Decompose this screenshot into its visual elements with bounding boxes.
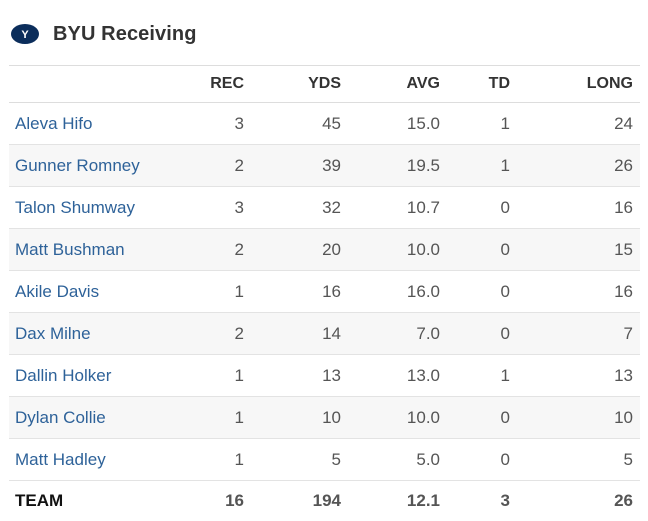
section-header: Y BYU Receiving: [10, 18, 197, 50]
player-td: 0: [440, 312, 510, 355]
table-row: Matt Hadley 1 5 5.0 0 5: [9, 438, 640, 481]
player-yds: 10: [246, 396, 341, 439]
player-rec: 2: [172, 144, 246, 187]
player-long: 5: [510, 438, 640, 481]
player-long: 13: [510, 354, 640, 397]
player-name[interactable]: Dax Milne: [9, 312, 172, 355]
receiving-table: REC YDS AVG TD LONG Aleva Hifo 3 45 15.0 1 24…: [9, 65, 640, 521]
player-name[interactable]: Gunner Romney: [9, 144, 172, 187]
table-row: Dylan Collie 1 10 10.0 0 10: [9, 396, 640, 439]
section-title: BYU Receiving: [53, 22, 197, 45]
player-avg: 15.0: [406, 113, 440, 133]
player-td: 0: [440, 186, 510, 229]
player-td: 1: [440, 144, 510, 187]
team-total-row: TEAM 16 194 12.1 3 26: [9, 480, 640, 521]
player-name[interactable]: Dylan Collie: [9, 396, 172, 439]
table-row: Dax Milne 2 14 7.0 0 7: [9, 312, 640, 355]
table-row: Gunner Romney 2 39 19.5 1 26: [9, 144, 640, 187]
player-name[interactable]: Talon Shumway: [9, 186, 172, 229]
player-name[interactable]: Dallin Holker: [9, 354, 172, 397]
table-header-row: REC YDS AVG TD LONG: [9, 65, 640, 103]
player-yds: 13: [246, 354, 341, 397]
col-header-long[interactable]: LONG: [510, 65, 640, 103]
svg-text:Y: Y: [21, 29, 29, 41]
player-name[interactable]: Matt Bushman: [9, 228, 172, 271]
player-long: 24: [614, 113, 633, 133]
player-rec: 2: [172, 312, 246, 355]
player-long: 26: [510, 144, 640, 187]
player-avg: 16.0: [341, 270, 440, 313]
player-yds: 16: [246, 270, 341, 313]
col-header-player: [9, 65, 172, 103]
player-yds: 5: [246, 438, 341, 481]
player-yds: 45: [322, 113, 341, 133]
player-td: 1: [440, 354, 510, 397]
player-avg: 7.0: [341, 312, 440, 355]
team-td: 3: [440, 480, 510, 521]
team-rec: 16: [172, 480, 246, 521]
col-header-rec[interactable]: REC: [172, 65, 246, 103]
col-header-yds[interactable]: YDS: [246, 65, 341, 103]
table-row: Aleva Hifo 3 45 15.0 1 24: [9, 103, 640, 145]
table-row: Akile Davis 1 16 16.0 0 16: [9, 270, 640, 313]
player-rec: 1: [172, 396, 246, 439]
team-yds: 194: [246, 480, 341, 521]
player-rec: 3: [172, 186, 246, 229]
player-yds: 14: [246, 312, 341, 355]
player-name[interactable]: Aleva Hifo: [15, 113, 93, 133]
player-long: 15: [510, 228, 640, 271]
player-td: 0: [440, 396, 510, 439]
player-td: 0: [440, 228, 510, 271]
table-row: Dallin Holker 1 13 13.0 1 13: [9, 354, 640, 397]
col-header-td[interactable]: TD: [440, 65, 510, 103]
player-avg: 10.0: [341, 396, 440, 439]
team-label: TEAM: [9, 480, 172, 521]
player-td: 1: [500, 113, 510, 133]
player-yds: 20: [246, 228, 341, 271]
player-rec: 1: [172, 270, 246, 313]
table-row: Matt Bushman 2 20 10.0 0 15: [9, 228, 640, 271]
player-rec: 1: [172, 438, 246, 481]
player-long: 7: [510, 312, 640, 355]
player-long: 16: [510, 186, 640, 229]
player-avg: 10.7: [341, 186, 440, 229]
player-rec: 1: [172, 354, 246, 397]
team-long: 26: [510, 480, 640, 521]
player-long: 10: [510, 396, 640, 439]
player-rec: 2: [172, 228, 246, 271]
col-header-avg[interactable]: AVG: [341, 65, 440, 103]
team-avg: 12.1: [341, 480, 440, 521]
player-td: 0: [440, 270, 510, 313]
player-rec: 3: [234, 113, 244, 133]
byu-logo-icon: Y: [10, 23, 40, 45]
player-yds: 39: [246, 144, 341, 187]
table-row: Talon Shumway 3 32 10.7 0 16: [9, 186, 640, 229]
player-name[interactable]: Akile Davis: [9, 270, 172, 313]
player-yds: 32: [246, 186, 341, 229]
player-avg: 5.0: [341, 438, 440, 481]
player-avg: 10.0: [341, 228, 440, 271]
player-name[interactable]: Matt Hadley: [9, 438, 172, 481]
player-long: 16: [510, 270, 640, 313]
player-td: 0: [440, 438, 510, 481]
player-avg: 19.5: [341, 144, 440, 187]
player-avg: 13.0: [341, 354, 440, 397]
